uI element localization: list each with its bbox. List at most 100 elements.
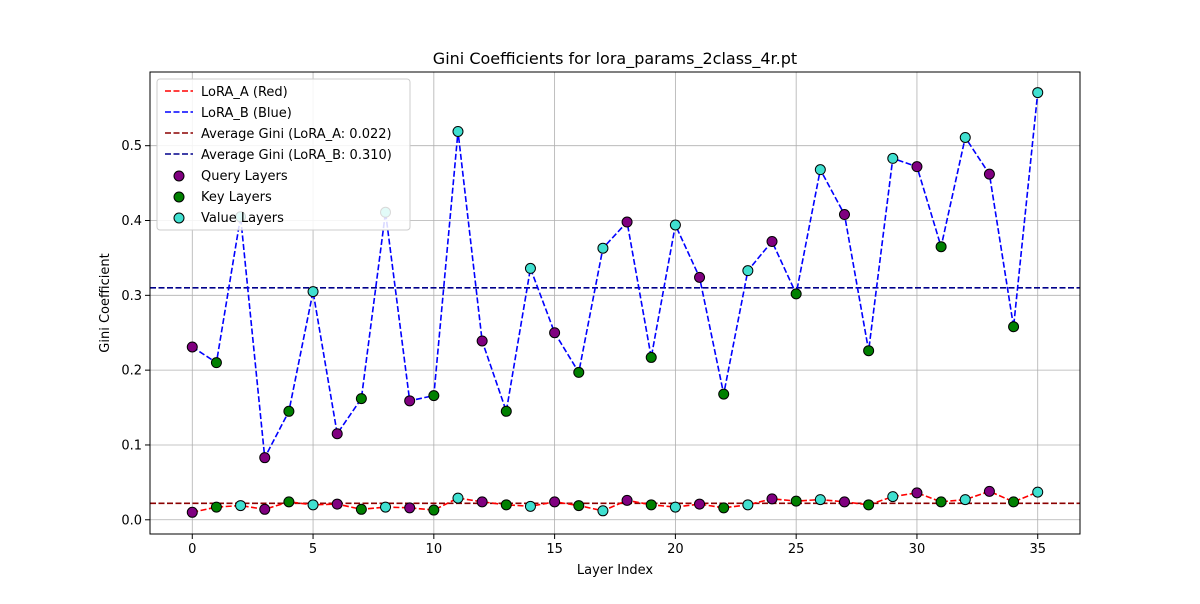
legend-label: LoRA_B (Blue): [201, 106, 292, 121]
value-layer-point: [452, 492, 464, 504]
query-layer-point: [259, 503, 271, 515]
x-tick-label: 35: [1029, 542, 1046, 557]
query-layer-point: [766, 235, 778, 247]
value-layer-point: [452, 125, 464, 137]
x-tick-label: 5: [309, 542, 317, 557]
query-layer-point: [331, 498, 343, 510]
legend-box: [156, 78, 411, 231]
query-layer-point: [549, 496, 561, 508]
key-layer-point: [428, 390, 440, 402]
value-layer-point: [887, 491, 899, 503]
query-layer-point: [259, 452, 271, 464]
key-layer-point: [355, 503, 367, 515]
grid: [150, 72, 1080, 534]
value-layer-point: [524, 262, 536, 274]
key-layer-point: [790, 288, 802, 300]
key-layer-point: [1008, 496, 1020, 508]
key-layer-point: [573, 366, 585, 378]
query-layer-point: [186, 506, 198, 518]
value-layer-point: [814, 494, 826, 506]
y-tick-label: 0.5: [121, 139, 142, 154]
key-layer-point: [718, 388, 730, 400]
value-layer-point: [1032, 87, 1044, 99]
y-tick-label: 0.2: [121, 364, 142, 379]
value-layer-point: [887, 152, 899, 164]
value-layer-point: [1032, 486, 1044, 498]
key-layer-point: [210, 357, 222, 369]
key-layer-point: [210, 501, 222, 513]
key-layer-point: [573, 500, 585, 512]
x-axis-label: Layer Index: [577, 563, 653, 578]
y-axis-label: Gini Coefficient: [98, 253, 113, 352]
lora-b-series-line: [191, 92, 1039, 461]
x-tick-label: 25: [788, 542, 805, 557]
legend-label: Average Gini (LoRA_B: 0.310): [201, 148, 392, 163]
value-layer-point: [307, 499, 319, 511]
query-layer-point: [404, 395, 416, 407]
plot-frame: [149, 71, 1081, 535]
legend-label: Average Gini (LoRA_A: 0.022): [201, 127, 392, 142]
query-layer-point: [983, 168, 995, 180]
legend-label: Key Layers: [201, 190, 272, 205]
query-layer-point: [838, 209, 850, 221]
x-tick-label: 15: [546, 542, 563, 557]
query-layer-point: [476, 496, 488, 508]
value-layer-point: [597, 505, 609, 517]
key-layer-point: [428, 504, 440, 516]
y-tick-label: 0.0: [121, 513, 142, 528]
x-tick-label: 20: [667, 542, 684, 557]
x-axis-ticks: 0 5 10 15 20 25 30 35: [188, 534, 1046, 557]
value-layer-point: [380, 501, 392, 513]
query-layer-point: [766, 493, 778, 505]
key-layer-point: [645, 499, 657, 511]
x-tick-label: 30: [909, 542, 926, 557]
legend-marker-swatch: [173, 191, 185, 203]
query-layer-point: [331, 428, 343, 440]
key-layer-point: [645, 351, 657, 363]
chart-title: Gini Coefficients for lora_params_2class…: [433, 49, 797, 69]
key-layer-point: [718, 502, 730, 514]
value-layer-point: [814, 164, 826, 176]
legend-marker-swatch: [173, 212, 185, 224]
value-layer-point: [669, 219, 681, 231]
key-layer-point: [863, 345, 875, 357]
query-layer-point: [694, 271, 706, 283]
legend-marker-swatch: [173, 170, 185, 182]
query-layer-point: [186, 341, 198, 353]
legend: LoRA_A (Red) LoRA_B (Blue) Average Gini (L…: [156, 78, 411, 231]
value-layer-point: [959, 494, 971, 506]
key-layer-point: [283, 496, 295, 508]
key-layer-point: [500, 499, 512, 511]
key-layer-point: [790, 495, 802, 507]
query-layer-point: [911, 487, 923, 499]
series-markers: [186, 87, 1044, 518]
query-layer-point: [694, 498, 706, 510]
query-layer-point: [549, 327, 561, 339]
x-tick-label: 0: [188, 542, 196, 557]
value-layer-point: [742, 499, 754, 511]
query-layer-point: [621, 216, 633, 228]
y-tick-label: 0.3: [121, 289, 142, 304]
key-layer-point: [283, 405, 295, 417]
value-layer-point: [669, 501, 681, 513]
value-layer-point: [524, 500, 536, 512]
y-tick-label: 0.1: [121, 438, 142, 453]
key-layer-point: [1008, 321, 1020, 333]
value-layer-point: [742, 265, 754, 277]
query-layer-point: [621, 494, 633, 506]
key-layer-point: [500, 405, 512, 417]
key-layer-point: [863, 499, 875, 511]
value-layer-point: [959, 131, 971, 143]
query-layer-point: [911, 161, 923, 173]
y-axis-ticks: 0.0 0.1 0.2 0.3 0.4 0.5: [121, 139, 150, 528]
legend-label: LoRA_A (Red): [201, 85, 288, 100]
key-layer-point: [935, 241, 947, 253]
value-layer-point: [235, 500, 247, 512]
query-layer-point: [983, 485, 995, 497]
query-layer-point: [838, 496, 850, 508]
value-layer-point: [307, 286, 319, 298]
legend-label: Value Layers: [201, 211, 284, 226]
key-layer-point: [355, 393, 367, 405]
